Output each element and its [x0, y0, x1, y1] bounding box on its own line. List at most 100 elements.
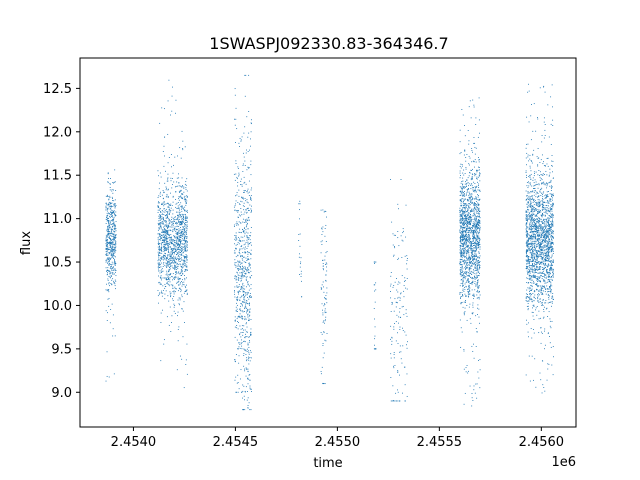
- data-point: [395, 301, 397, 303]
- data-point: [540, 229, 542, 231]
- data-point: [114, 227, 116, 229]
- data-point: [239, 268, 241, 270]
- data-point: [551, 268, 552, 270]
- data-point: [462, 210, 464, 212]
- data-point: [472, 168, 473, 170]
- data-point: [477, 226, 479, 228]
- data-point: [467, 293, 469, 295]
- data-point: [542, 248, 544, 250]
- data-point: [242, 268, 244, 270]
- data-point: [393, 310, 395, 312]
- data-point: [186, 217, 188, 219]
- data-point: [472, 306, 474, 308]
- data-point: [544, 197, 546, 199]
- data-point: [470, 117, 472, 119]
- data-point: [544, 260, 546, 262]
- data-point: [167, 206, 169, 208]
- data-point: [479, 243, 481, 245]
- data-point: [467, 289, 468, 291]
- data-point: [249, 409, 251, 411]
- data-point: [532, 260, 534, 262]
- data-point: [183, 209, 185, 211]
- data-point: [234, 379, 236, 381]
- data-point: [467, 232, 469, 234]
- data-point: [250, 138, 251, 140]
- data-point: [549, 342, 551, 344]
- data-point: [392, 302, 393, 304]
- data-point: [249, 297, 251, 298]
- data-point: [244, 333, 246, 335]
- data-point: [106, 244, 108, 246]
- data-point: [464, 219, 466, 221]
- data-point: [173, 220, 175, 222]
- data-point: [166, 278, 167, 280]
- data-point: [168, 251, 170, 253]
- data-point: [238, 362, 240, 364]
- data-point: [468, 288, 470, 290]
- data-point: [395, 321, 397, 323]
- data-point: [106, 249, 108, 251]
- data-point: [167, 241, 169, 243]
- data-point: [467, 130, 469, 131]
- data-point: [166, 187, 167, 189]
- data-point: [463, 349, 465, 350]
- data-point: [400, 351, 402, 353]
- data-point: [250, 334, 251, 336]
- data-point: [241, 277, 243, 279]
- data-point: [158, 255, 160, 257]
- data-point: [544, 274, 546, 276]
- data-point: [394, 247, 396, 249]
- data-point: [157, 170, 159, 172]
- data-point: [161, 242, 163, 244]
- data-point: [108, 203, 110, 205]
- data-point: [464, 248, 466, 250]
- data-point: [179, 239, 181, 241]
- data-point: [113, 182, 114, 184]
- data-point: [164, 255, 166, 257]
- data-point: [479, 222, 481, 224]
- data-point: [248, 219, 250, 221]
- data-point: [115, 236, 117, 238]
- data-point: [167, 100, 169, 102]
- data-point: [533, 208, 535, 210]
- data-point: [162, 223, 164, 225]
- data-point: [477, 169, 479, 171]
- data-point: [477, 207, 479, 209]
- data-point: [472, 257, 473, 259]
- data-point: [245, 200, 247, 202]
- data-point: [178, 213, 180, 215]
- data-point: [178, 278, 180, 279]
- data-point: [179, 229, 181, 231]
- data-point: [549, 193, 551, 195]
- data-point: [174, 305, 176, 306]
- data-point: [459, 172, 461, 174]
- data-point: [465, 242, 467, 244]
- data-point: [185, 240, 187, 242]
- data-point: [242, 289, 244, 291]
- data-point: [324, 304, 326, 305]
- data-point: [471, 282, 473, 284]
- data-point: [237, 211, 239, 213]
- data-point: [470, 216, 472, 218]
- data-point: [539, 179, 541, 181]
- data-point: [236, 268, 238, 270]
- data-point: [468, 220, 470, 222]
- data-point: [396, 302, 398, 304]
- data-point: [461, 213, 463, 215]
- data-point: [238, 231, 240, 233]
- data-point: [160, 211, 162, 213]
- data-point: [299, 209, 300, 211]
- data-point: [242, 205, 244, 207]
- data-point: [533, 240, 535, 242]
- data-point: [173, 277, 175, 279]
- data-point: [184, 183, 186, 185]
- data-point: [246, 116, 248, 118]
- data-point: [247, 370, 249, 372]
- data-point: [179, 196, 180, 198]
- data-point: [161, 272, 163, 273]
- data-point: [235, 235, 237, 237]
- data-point: [181, 243, 183, 245]
- data-point: [166, 193, 168, 195]
- data-point: [476, 243, 478, 245]
- data-point: [241, 345, 243, 347]
